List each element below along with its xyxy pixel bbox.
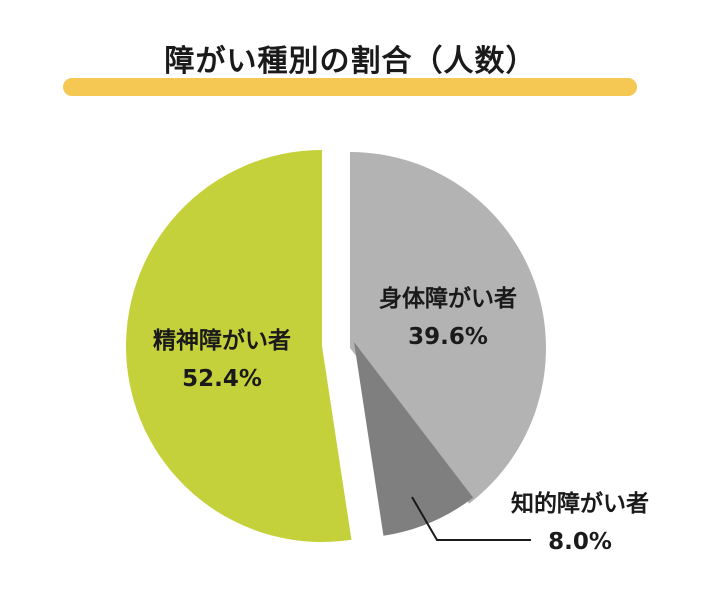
- slice-intellectual-value: 8.0%: [548, 529, 612, 555]
- slice-mental: [126, 150, 352, 542]
- pie-slices: [126, 150, 547, 542]
- slice-mental-label: 精神障がい者: [153, 327, 291, 354]
- title-underline-bar: [63, 78, 637, 96]
- slice-intellectual: [354, 342, 474, 536]
- slice-physical-value: 39.6%: [408, 324, 488, 350]
- slice-physical-label: 身体障がい者: [379, 285, 517, 312]
- slice-labels: 身体障がい者 39.6% 知的障がい者 8.0% 精神障がい者 52.4%: [153, 285, 649, 555]
- slice-physical: [350, 152, 547, 504]
- slice-intellectual-label: 知的障がい者: [511, 490, 649, 517]
- slice-intellectual-leader-line: [411, 496, 531, 541]
- slice-mental-value: 52.4%: [182, 366, 262, 392]
- leader-lines: [411, 496, 531, 541]
- chart-title: 障がい種別の割合（人数）: [164, 44, 537, 79]
